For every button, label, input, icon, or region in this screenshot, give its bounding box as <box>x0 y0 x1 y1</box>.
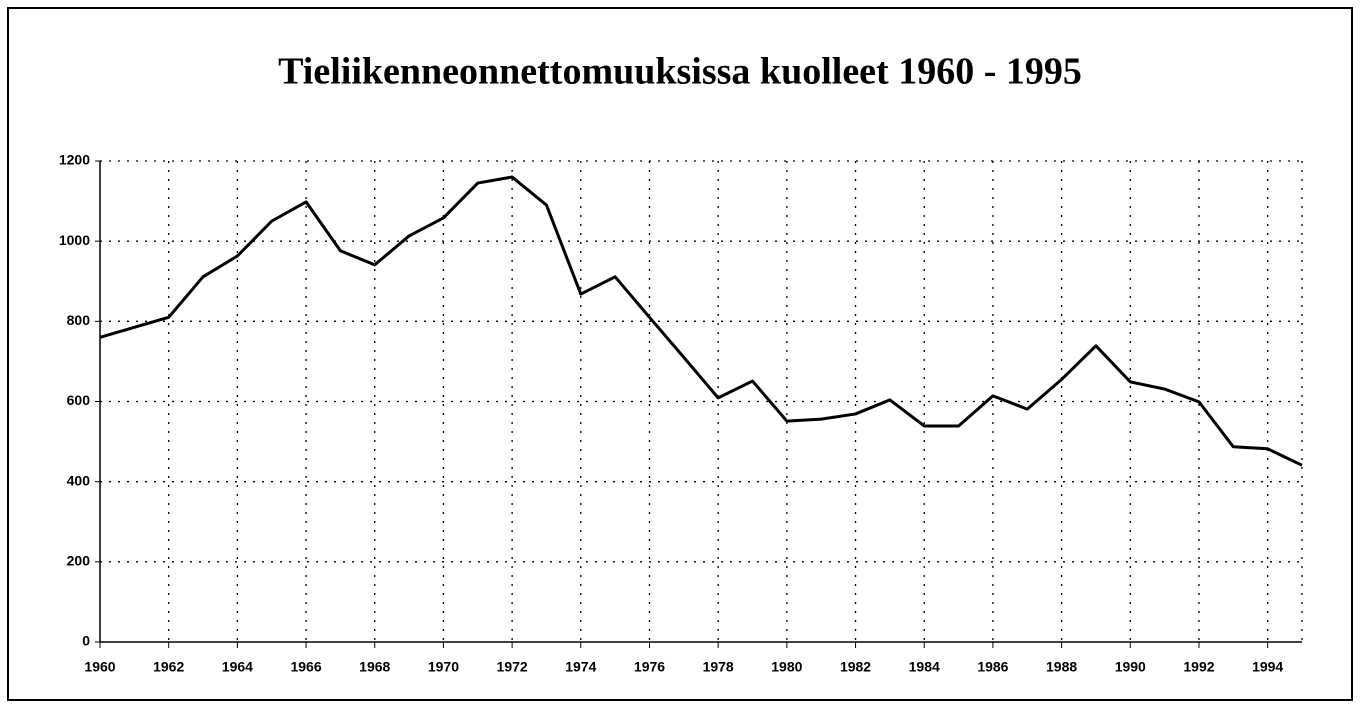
x-tick-label: 1960 <box>84 659 115 675</box>
x-tick-label: 1972 <box>497 659 528 675</box>
x-tick-label: 1962 <box>153 659 184 675</box>
x-tick-label: 1984 <box>909 659 940 675</box>
y-tick-label: 1200 <box>59 152 90 168</box>
x-tick-label: 1994 <box>1252 659 1283 675</box>
chart-title: Tieliikenneonnettomuuksissa kuolleet 196… <box>278 51 1082 93</box>
x-tick-label: 1974 <box>565 659 596 675</box>
data-line <box>99 175 1303 467</box>
x-tick-label: 1988 <box>1046 659 1077 675</box>
y-tick-label: 200 <box>67 553 91 569</box>
x-tick-label: 1968 <box>359 659 390 675</box>
x-tick-label: 1980 <box>771 659 802 675</box>
x-tick-label: 1990 <box>1115 659 1146 675</box>
y-tick-label: 600 <box>67 392 91 408</box>
y-tick-label: 1000 <box>59 232 90 248</box>
x-tick-label: 1966 <box>290 659 321 675</box>
frame <box>7 7 1353 701</box>
y-tick-label: 800 <box>67 312 91 328</box>
x-tick-label: 1970 <box>428 659 459 675</box>
x-tick-label: 1986 <box>977 659 1008 675</box>
x-tick-label: 1982 <box>840 659 871 675</box>
x-tick-label: 1964 <box>222 659 253 675</box>
x-tick-label: 1976 <box>634 659 665 675</box>
x-tick-label: 1978 <box>703 659 734 675</box>
y-tick-label: 0 <box>82 633 90 649</box>
y-tick-label: 400 <box>67 472 91 488</box>
x-tick-label: 1992 <box>1183 659 1214 675</box>
